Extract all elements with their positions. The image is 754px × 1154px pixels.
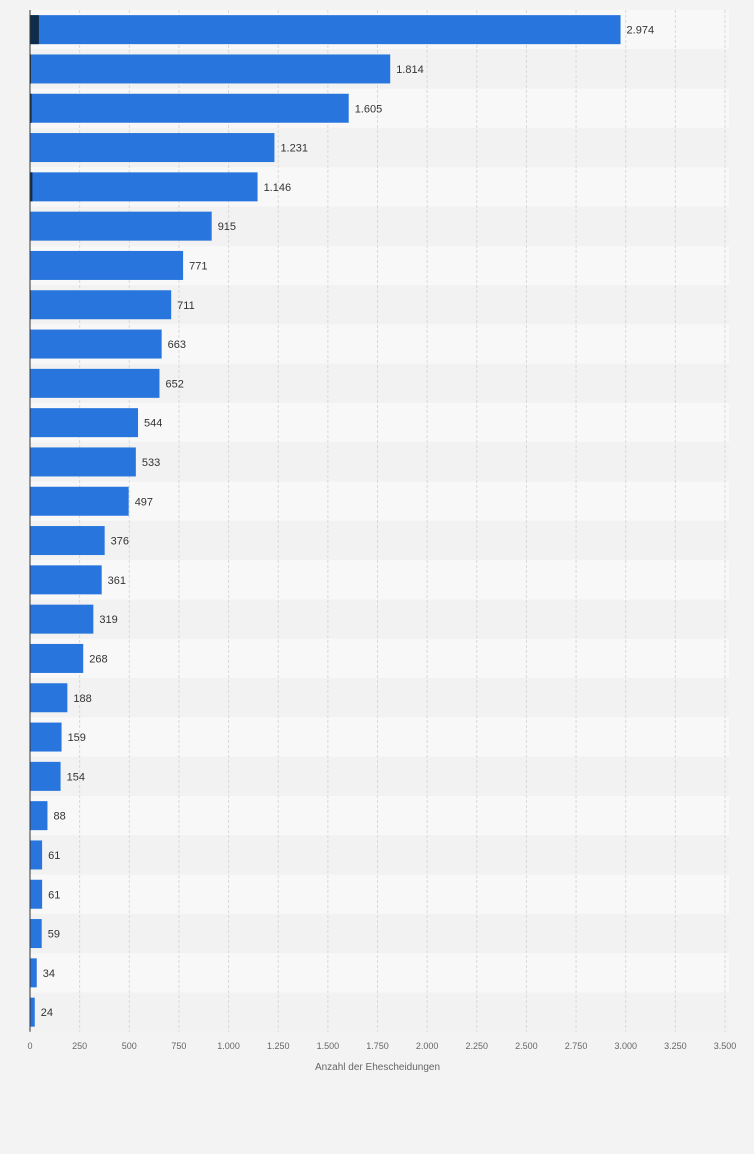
bar [30, 761, 61, 791]
data-label: 1.814 [396, 64, 424, 76]
data-label: 268 [89, 653, 107, 665]
row-band [30, 835, 729, 875]
x-tick-label: 2.500 [515, 1041, 538, 1051]
bar [30, 722, 62, 752]
x-tick-label: 750 [171, 1041, 186, 1051]
row-band [30, 756, 729, 796]
data-label: 1.231 [280, 143, 308, 155]
bar [30, 54, 391, 84]
row-band [30, 796, 729, 836]
x-tick-label: 2.250 [466, 1041, 489, 1051]
bar [30, 15, 621, 45]
bar [30, 290, 172, 320]
row-band [30, 874, 729, 914]
bar [30, 447, 136, 477]
bar-highlight-segment [30, 93, 32, 123]
bar [30, 368, 160, 398]
data-label: 771 [189, 260, 207, 272]
x-tick-label: 2.000 [416, 1041, 439, 1051]
bar [30, 604, 94, 634]
bar-highlight-segment [30, 172, 33, 202]
bar [30, 997, 35, 1027]
bar-highlight-segment [30, 15, 39, 45]
x-tick-label: 1.250 [267, 1041, 290, 1051]
row-band [30, 442, 729, 482]
bar [30, 801, 48, 831]
bar [30, 683, 68, 713]
x-tick-label: 3.500 [714, 1041, 737, 1051]
x-axis: 0 250 500 750 1.000 1.250 1.500 1.750 2.000 2.250… [27, 10, 736, 1051]
data-label: 711 [177, 300, 195, 312]
data-label: 61 [48, 889, 60, 901]
bar [30, 565, 102, 595]
data-label: 34 [43, 968, 55, 980]
bar [30, 172, 258, 202]
bar [30, 133, 275, 163]
data-label: 544 [144, 418, 162, 430]
row-band [30, 953, 729, 993]
bar [30, 250, 184, 280]
row-band [30, 717, 729, 757]
x-tick-label: 250 [72, 1041, 87, 1051]
bar [30, 958, 37, 988]
data-label: 59 [48, 929, 60, 941]
data-label: 88 [53, 811, 65, 823]
row-band [30, 913, 729, 954]
row-bands [30, 10, 729, 1032]
x-tick-label: 0 [27, 1041, 32, 1051]
data-label: 188 [73, 693, 91, 705]
bar [30, 526, 105, 556]
row-band [30, 638, 729, 679]
data-label: 663 [168, 339, 186, 351]
data-label: 319 [99, 614, 117, 626]
x-tick-label: 3.000 [614, 1041, 637, 1051]
bar [30, 211, 212, 241]
row-band [30, 599, 729, 639]
x-tick-label: 1.750 [366, 1041, 389, 1051]
data-label: 361 [108, 575, 126, 587]
row-band [30, 560, 729, 600]
x-tick-label: 3.250 [664, 1041, 687, 1051]
data-label: 376 [111, 536, 129, 548]
x-tick-label: 1.500 [317, 1041, 340, 1051]
data-label: 154 [67, 771, 85, 783]
value-labels: 2.974 1.814 1.605 1.231 1.146 915 771 711 663 652… [41, 25, 654, 1020]
x-tick-label: 2.750 [565, 1041, 588, 1051]
row-band [30, 520, 729, 561]
x-tick-label: 1.000 [217, 1041, 240, 1051]
data-label: 61 [48, 850, 60, 862]
x-tick-label: 500 [122, 1041, 137, 1051]
row-band [30, 481, 729, 521]
bar [30, 840, 43, 870]
bars [30, 15, 621, 1027]
data-label: 533 [142, 457, 160, 469]
row-band [30, 992, 729, 1032]
bar [30, 408, 139, 438]
bar [30, 329, 162, 359]
data-label: 1.146 [264, 182, 292, 194]
data-label: 497 [135, 496, 153, 508]
data-label: 24 [41, 1007, 53, 1019]
bar [30, 486, 129, 516]
bar [30, 93, 349, 123]
bar [30, 879, 43, 909]
data-label: 652 [165, 378, 183, 390]
data-label: 915 [218, 221, 236, 233]
data-label: 2.974 [627, 25, 655, 37]
data-label: 1.605 [355, 103, 383, 115]
bar [30, 643, 84, 673]
x-axis-title: Anzahl der Ehescheidungen [315, 1062, 440, 1073]
row-band [30, 403, 729, 443]
bar [30, 919, 42, 949]
row-band [30, 678, 729, 718]
data-label: 159 [68, 732, 86, 744]
